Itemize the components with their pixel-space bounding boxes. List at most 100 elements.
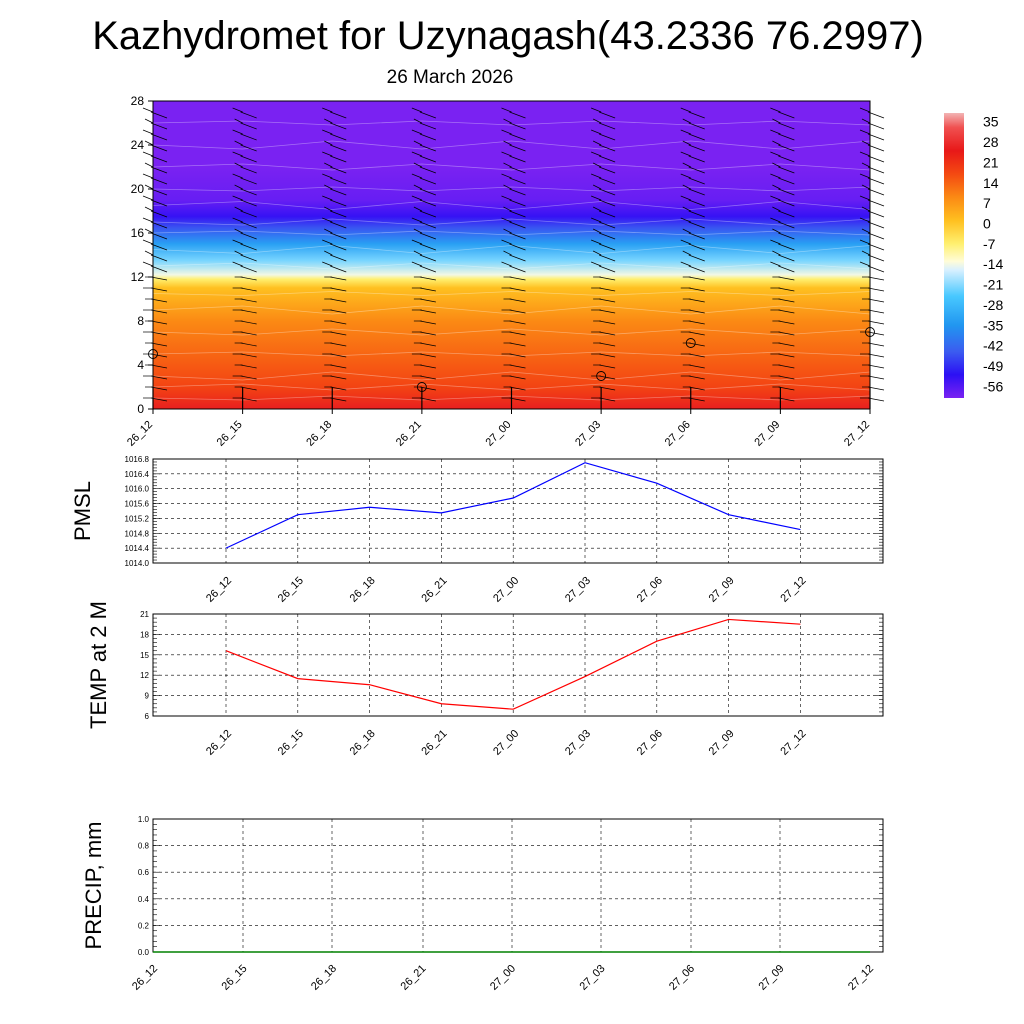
- wind-barb-flag: [778, 221, 795, 229]
- contour-line: [152, 230, 871, 236]
- wind-barb-flag: [150, 122, 168, 130]
- wind-barb-shaft: [503, 184, 512, 190]
- wind-barb-flag: [688, 188, 705, 196]
- x-tick-label: 27_00: [491, 728, 521, 758]
- wind-barb-flag: [599, 155, 616, 163]
- wind-barb-shaft: [411, 217, 423, 223]
- wind-barb: [143, 309, 168, 314]
- wind-barb: [772, 162, 795, 174]
- colorbar-label: -49: [983, 358, 1003, 374]
- wind-barb-flag: [150, 133, 168, 141]
- wind-barb-flag: [867, 210, 885, 218]
- wind-barb-flag: [778, 254, 795, 262]
- wind-barb: [232, 353, 257, 358]
- y-tick-label: 1015.2: [125, 514, 150, 523]
- wind-barb-flag: [419, 309, 436, 314]
- wind-barb-shaft: [232, 217, 243, 223]
- wind-barb: [682, 140, 705, 152]
- wind-barb: [322, 107, 347, 119]
- wind-barb: [411, 287, 436, 292]
- wind-barb-shaft: [590, 239, 602, 245]
- wind-barb: [322, 353, 347, 358]
- y-tick-label: 1.0: [138, 815, 150, 824]
- wind-barb: [144, 162, 168, 174]
- wind-barb-shaft: [232, 239, 243, 245]
- y-tick-label: 0.4: [138, 895, 150, 904]
- x-tick-label: 26_15: [276, 575, 306, 605]
- wind-barb-flag: [778, 364, 795, 369]
- wind-barb-flag: [867, 364, 885, 369]
- wind-barb-flag: [509, 287, 526, 292]
- x-tick-label: 27_12: [846, 963, 876, 993]
- wind-barb-flag: [419, 276, 436, 281]
- wind-barb-shaft: [590, 261, 602, 267]
- precip-panel: 0.0 0.2 0.4 0.6 0.8 1.0 26_12 26_15 26_18 26_21 27…: [81, 815, 884, 993]
- wind-barb-shaft: [682, 250, 691, 256]
- wind-barb-shaft: [234, 118, 243, 124]
- wind-barb-flag: [688, 210, 705, 218]
- wind-barb-flag: [867, 320, 885, 325]
- wind-barb: [411, 195, 436, 207]
- colorbar-label: 0: [983, 216, 991, 232]
- wind-barb-flag: [509, 232, 526, 240]
- wind-barb: [770, 261, 795, 273]
- wind-barb: [503, 320, 526, 325]
- wind-barb: [501, 375, 526, 380]
- wind-barb: [142, 173, 168, 185]
- wind-barb: [593, 364, 616, 369]
- wind-barb: [234, 162, 257, 174]
- wind-barb-shaft: [411, 151, 423, 157]
- x-tick-label: 27_12: [778, 728, 808, 758]
- wind-barb-flag: [778, 298, 795, 303]
- wind-barb: [413, 162, 436, 174]
- wind-barb-shaft: [232, 195, 243, 201]
- wind-barb-flag: [688, 199, 705, 207]
- wind-barb-shaft: [144, 184, 154, 190]
- wind-barb: [592, 140, 616, 152]
- wind-barb-shaft: [142, 239, 154, 245]
- wind-barb-flag: [509, 166, 526, 174]
- wind-barb-flag: [240, 254, 257, 262]
- wind-barb-shaft: [501, 195, 512, 201]
- wind-barb-flag: [330, 144, 347, 152]
- wind-barb-shaft: [144, 140, 154, 146]
- wind-barb-flag: [509, 276, 526, 281]
- wind-barb-shaft: [142, 107, 154, 113]
- wind-barb-shaft: [770, 261, 781, 267]
- wind-barb-shaft: [503, 140, 512, 146]
- wind-barb-flag: [509, 397, 526, 402]
- wind-barb-flag: [509, 133, 526, 141]
- y-tick-label: 21: [140, 610, 149, 619]
- y-tick-label: 0.0: [138, 948, 150, 957]
- wind-barb-flag: [419, 133, 436, 141]
- wind-barb: [680, 129, 705, 141]
- wind-barb-flag: [150, 364, 168, 369]
- wind-barb-flag: [330, 276, 347, 281]
- wind-barb-flag: [688, 309, 705, 314]
- wind-barb-shaft: [859, 239, 871, 245]
- wind-barb: [411, 375, 436, 380]
- wind-barb-flag: [240, 287, 257, 292]
- wind-barb: [591, 331, 616, 336]
- wind-barb-flag: [867, 221, 885, 229]
- wind-barb: [145, 342, 168, 347]
- wind-barb: [322, 397, 347, 402]
- wind-barb: [411, 261, 436, 273]
- wind-barb-flag: [330, 232, 347, 240]
- wind-barb: [860, 353, 885, 358]
- wind-barb-flag: [599, 287, 616, 292]
- wind-barb-shaft: [411, 239, 423, 245]
- wind-barb-flag: [150, 353, 168, 358]
- wind-barb: [590, 151, 616, 163]
- wind-barb-shaft: [770, 239, 781, 245]
- wind-barb: [592, 206, 616, 218]
- wind-barb: [322, 331, 347, 336]
- wind-barb: [680, 397, 705, 402]
- y-tick-label: 28: [131, 94, 145, 108]
- wind-barb-flag: [419, 177, 436, 185]
- wind-barb-flag: [240, 122, 257, 130]
- x-tick-label: 27_06: [667, 963, 697, 993]
- y-tick-label: 0.8: [138, 842, 150, 851]
- wind-barb: [232, 151, 257, 163]
